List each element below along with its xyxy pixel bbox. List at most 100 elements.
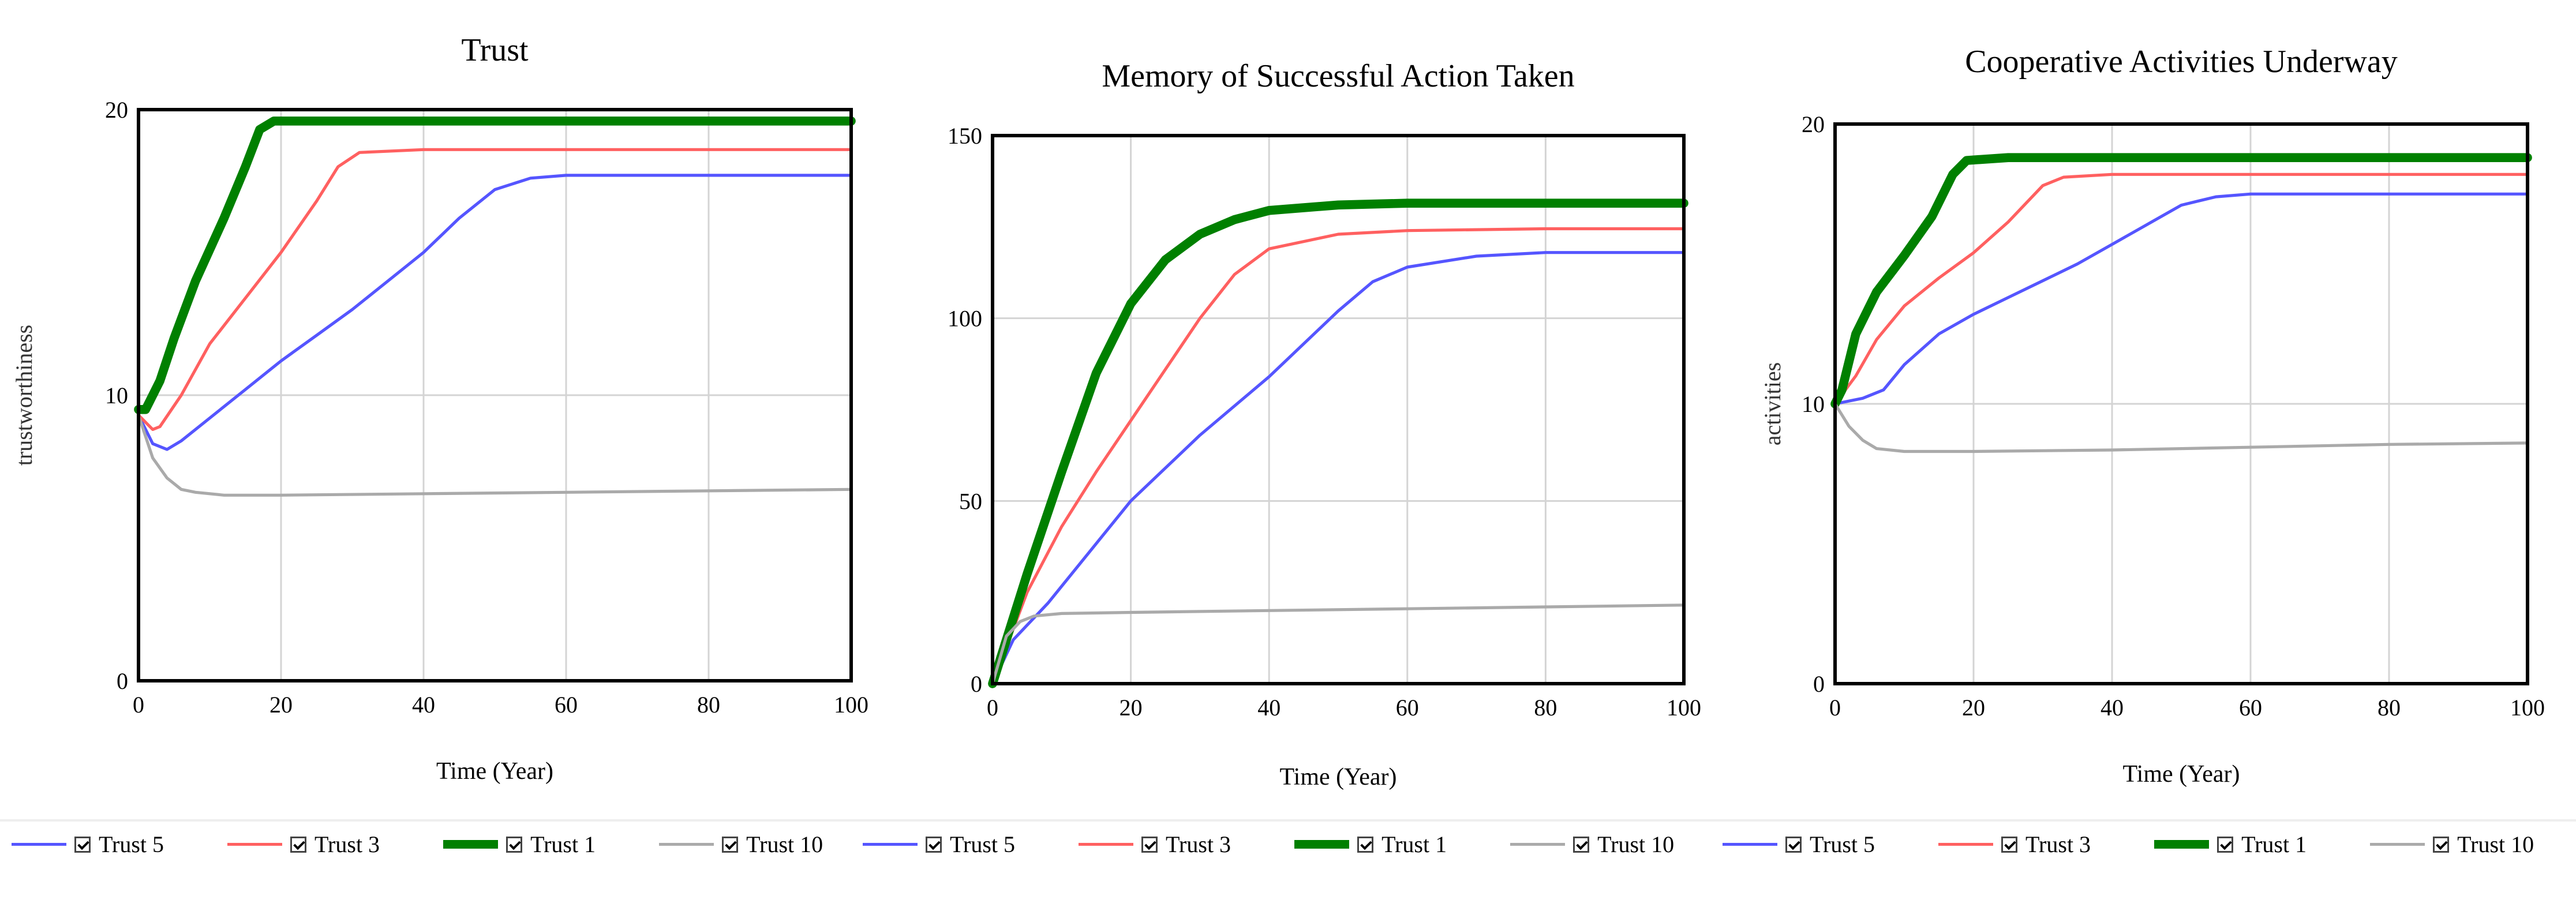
series-line-trust-1 <box>1830 153 2532 408</box>
legend-checkbox[interactable] <box>2433 836 2450 853</box>
legend-swatch <box>659 843 714 846</box>
legend-checkbox[interactable] <box>1357 836 1374 853</box>
legend-label: Trust 5 <box>99 831 164 857</box>
plot-border <box>137 108 853 682</box>
y-tick-label: 0 <box>971 671 982 697</box>
y-tick-label: 0 <box>117 668 128 694</box>
legend-item-trust-3[interactable]: Trust 3 <box>1938 831 2091 858</box>
legend-item-trust-1[interactable]: Trust 1 <box>443 831 596 858</box>
legend-item-trust-5[interactable]: Trust 5 <box>1723 831 1875 858</box>
legend-swatch <box>2370 843 2425 846</box>
legend-item-trust-10[interactable]: Trust 10 <box>659 831 823 858</box>
series-line-trust-10 <box>137 414 853 497</box>
chart-title: Trust <box>461 32 529 68</box>
series-line-trust-3 <box>1833 172 2529 406</box>
series-line-trust-10 <box>1833 402 2529 453</box>
legend-item-trust-5[interactable]: Trust 5 <box>12 831 164 858</box>
legend-item-trust-3[interactable]: Trust 3 <box>227 831 380 858</box>
legend-checkbox[interactable] <box>2217 836 2234 853</box>
legend-label: Trust 5 <box>1810 831 1875 857</box>
legend-swatch <box>1079 843 1134 846</box>
x-tick-label: 0 <box>133 692 144 718</box>
legend-label: Trust 1 <box>530 831 596 857</box>
legend-item-trust-1[interactable]: Trust 1 <box>1294 831 1447 858</box>
legend-label: Trust 10 <box>2457 831 2534 857</box>
y-tick-label: 100 <box>948 306 982 332</box>
series-line-trust-10 <box>991 603 1686 685</box>
x-axis-label: Time (Year) <box>2122 761 2240 787</box>
chart-1: 0 20 40 60 80 100 0 50 100 150 Memory of Successfu… <box>948 58 1701 790</box>
legend-item-trust-10[interactable]: Trust 10 <box>2370 831 2534 858</box>
legend-swatch <box>1294 840 1350 849</box>
x-tick-label: 40 <box>412 692 435 718</box>
chart-2: 0 20 40 60 80 100 0 10 20 Cooperative Activities … <box>1759 44 2545 787</box>
legend-label: Trust 1 <box>2241 831 2307 857</box>
legend-item-trust-5[interactable]: Trust 5 <box>863 831 1015 858</box>
chart-title: Memory of Successful Action Taken <box>1102 58 1574 94</box>
legend-swatch <box>2154 840 2210 849</box>
series-line-trust-3 <box>991 227 1686 685</box>
y-axis-label: activities <box>1759 362 1785 445</box>
x-tick-label: 0 <box>987 695 998 721</box>
series-line-trust-3 <box>137 148 853 431</box>
x-tick-label: 100 <box>1667 695 1701 721</box>
legend-label: Trust 5 <box>950 831 1016 857</box>
x-axis-label: Time (Year) <box>1279 764 1396 790</box>
legend-trust: Trust 5 Trust 3 Trust 1 Trust 10 <box>12 831 823 858</box>
legend-swatch <box>443 840 499 849</box>
legend-checkbox[interactable] <box>1141 836 1158 853</box>
legend-swatch <box>12 843 66 846</box>
legend-cooperative: Trust 5 Trust 3 Trust 1 Trust 10 <box>1723 831 2534 858</box>
x-tick-label: 80 <box>697 692 720 718</box>
series-line-trust-5 <box>991 251 1686 685</box>
legend-checkbox[interactable] <box>926 836 942 853</box>
legend-label: Trust 10 <box>746 831 823 857</box>
series-line-trust-5 <box>1833 192 2529 406</box>
x-tick-label: 60 <box>555 692 578 718</box>
legend-swatch <box>1938 843 1994 846</box>
x-tick-label: 100 <box>2510 695 2545 721</box>
y-tick-label: 150 <box>948 123 982 149</box>
x-tick-label: 80 <box>2377 695 2401 721</box>
legend-separator <box>0 819 2576 822</box>
legend-label: Trust 1 <box>1381 831 1447 857</box>
legend-label: Trust 3 <box>314 831 380 857</box>
y-tick-label: 0 <box>1813 671 1825 697</box>
legend-item-trust-3[interactable]: Trust 3 <box>1079 831 1231 858</box>
plot-area <box>993 136 1684 684</box>
legend-swatch <box>1723 843 1777 846</box>
x-tick-label: 80 <box>1534 695 1557 721</box>
x-tick-label: 20 <box>269 692 293 718</box>
series-line-trust-5 <box>137 174 853 451</box>
series-line-trust-1 <box>134 117 856 414</box>
series-line-trust-1 <box>988 198 1688 688</box>
y-tick-label: 10 <box>1802 391 1825 417</box>
legend-checkbox[interactable] <box>506 836 523 853</box>
chart-0: 0 20 40 60 80 100 0 10 20 Trust Time (Year) trustwo… <box>11 32 868 785</box>
y-tick-label: 10 <box>105 382 128 408</box>
y-tick-label: 50 <box>959 488 982 514</box>
legend-label: Trust 3 <box>1166 831 1231 857</box>
y-tick-label: 20 <box>105 97 128 123</box>
legend-swatch <box>1510 843 1566 846</box>
legend-checkbox[interactable] <box>1573 836 1590 853</box>
legend-checkbox[interactable] <box>722 836 739 853</box>
x-tick-label: 100 <box>834 692 868 718</box>
chart-title: Cooperative Activities Underway <box>1965 44 2398 80</box>
legend-checkbox[interactable] <box>74 836 91 853</box>
plot-border <box>1833 122 2529 685</box>
legend-swatch <box>863 843 918 846</box>
legend-item-trust-10[interactable]: Trust 10 <box>1510 831 1674 858</box>
legend-checkbox[interactable] <box>290 836 307 853</box>
legend-checkbox[interactable] <box>2001 836 2018 853</box>
x-axis-label: Time (Year) <box>436 758 553 785</box>
x-tick-label: 20 <box>1119 695 1143 721</box>
legend-label: Trust 3 <box>2025 831 2091 857</box>
x-tick-label: 40 <box>2101 695 2124 721</box>
x-tick-label: 20 <box>1962 695 1985 721</box>
y-axis-label: trustworthiness <box>11 325 37 466</box>
legend-checkbox[interactable] <box>1785 836 1802 853</box>
legend-item-trust-1[interactable]: Trust 1 <box>2154 831 2307 858</box>
